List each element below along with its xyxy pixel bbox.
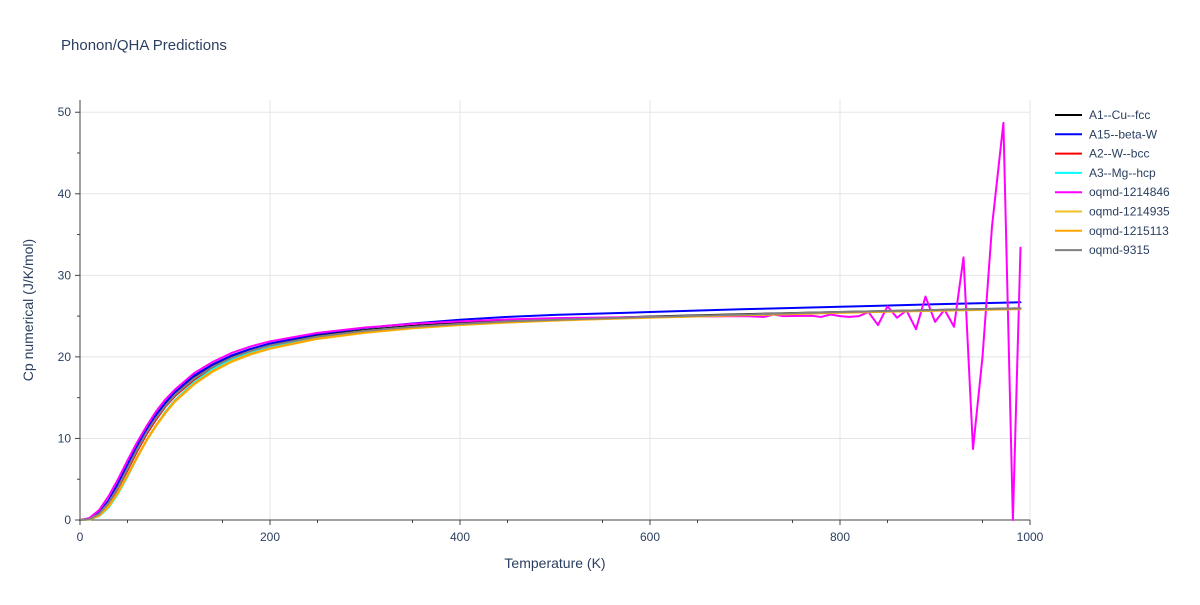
legend-label: oqmd-1215113 xyxy=(1089,224,1169,238)
x-tick-label: 1000 xyxy=(1017,530,1044,544)
legend-label: A1--Cu--fcc xyxy=(1089,108,1150,122)
legend-label: A15--beta-W xyxy=(1089,127,1158,141)
x-tick-label: 400 xyxy=(450,530,470,544)
legend-item[interactable]: oqmd-1214846 xyxy=(1055,185,1170,199)
legend-label: oqmd-1214935 xyxy=(1089,205,1170,219)
y-tick-label: 10 xyxy=(58,431,72,445)
axis-layer xyxy=(79,100,1030,521)
series-line-oqmd-1214846[interactable] xyxy=(79,121,1022,521)
x-tick-label: 600 xyxy=(640,530,660,544)
legend-item[interactable]: oqmd-9315 xyxy=(1055,243,1150,257)
y-tick-label: 20 xyxy=(58,350,72,364)
legend-item[interactable]: A3--Mg--hcp xyxy=(1055,166,1156,180)
x-axis-title: Temperature (K) xyxy=(504,555,605,571)
legend-label: oqmd-1214846 xyxy=(1089,185,1170,199)
legend: A1--Cu--fcc A15--beta-W A2--W--bcc A3--Mg--… xyxy=(1055,108,1170,257)
x-tick-label: 0 xyxy=(77,530,84,544)
series-line-oqmd-9315[interactable] xyxy=(79,307,1022,521)
y-tick-label: 40 xyxy=(58,187,72,201)
series-line-a15-beta-w[interactable] xyxy=(79,301,1022,521)
legend-item[interactable]: oqmd-1215113 xyxy=(1055,224,1169,238)
tick-layer: 0 200 400 600 800 1000 0 10 20 30 40 50 xyxy=(58,105,1044,544)
legend-label: A2--W--bcc xyxy=(1089,147,1149,161)
y-tick-label: 50 xyxy=(58,105,72,119)
legend-item[interactable]: A2--W--bcc xyxy=(1055,147,1149,161)
y-tick-label: 0 xyxy=(64,513,71,527)
legend-item[interactable]: A15--beta-W xyxy=(1055,127,1158,141)
series-layer xyxy=(79,121,1022,521)
legend-item[interactable]: A1--Cu--fcc xyxy=(1055,108,1150,122)
y-tick-label: 30 xyxy=(58,268,72,282)
legend-label: A3--Mg--hcp xyxy=(1089,166,1156,180)
legend-label: oqmd-9315 xyxy=(1089,243,1150,257)
x-tick-label: 800 xyxy=(830,530,850,544)
x-tick-label: 200 xyxy=(260,530,280,544)
legend-item[interactable]: oqmd-1214935 xyxy=(1055,205,1170,219)
chart-title: Phonon/QHA Predictions xyxy=(61,37,227,54)
grid-layer xyxy=(80,100,1031,520)
y-axis-title: Cp numerical (J/K/mol) xyxy=(20,239,36,381)
